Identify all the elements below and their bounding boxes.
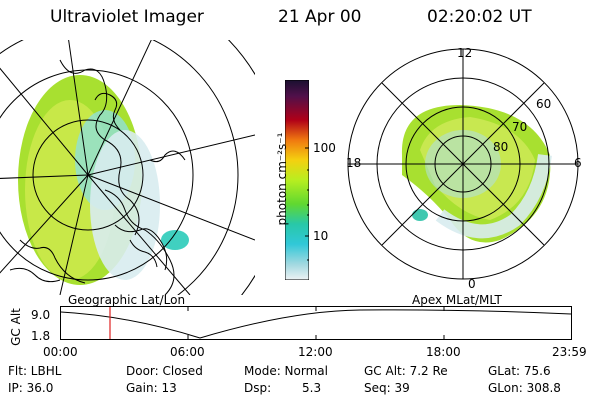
date-label: 21 Apr 00: [278, 7, 362, 27]
coastlines: [9, 59, 186, 295]
gc-alt-info: GC Alt: 7.2 Re: [364, 364, 448, 378]
instrument-title: Ultraviolet Imager: [50, 7, 204, 27]
polar-plot: [347, 48, 579, 280]
ip-info: IP: 36.0: [8, 381, 54, 395]
altitude-curve: [60, 309, 572, 339]
colorbar-tick-10: 10: [313, 229, 329, 243]
geographic-map: [0, 40, 255, 295]
altitude-ytick-low: 1.8: [31, 329, 51, 343]
glon-info: GLon: 308.8: [488, 381, 561, 395]
time-tick-2359: 23:59: [552, 345, 587, 359]
mlat-label-70: 70: [512, 120, 528, 134]
filter-info: Flt: LBHL: [8, 364, 62, 378]
time-tick-1200: 12:00: [298, 345, 333, 359]
altitude-timeline: [60, 306, 572, 340]
dsp-label: Dsp:: [244, 381, 272, 395]
colorbar: [285, 80, 309, 280]
dsp-value: 5.3: [302, 381, 322, 395]
time-tick-0000: 00:00: [43, 345, 78, 359]
right-polar-caption: Apex MLat/MLT: [412, 293, 502, 307]
mlt-label-18: 18: [346, 156, 362, 170]
time-tick-1800: 18:00: [426, 345, 461, 359]
colorbar-unit-label: photon cm⁻²s⁻¹: [275, 132, 289, 226]
colorbar-tick-100: 100: [313, 141, 336, 155]
mlat-label-80: 80: [493, 140, 509, 154]
time-label: 02:20:02 UT: [427, 7, 532, 27]
time-tick-0600: 06:00: [170, 345, 205, 359]
mlat-label-60: 60: [536, 97, 552, 111]
altitude-ytick-high: 9.0: [31, 308, 51, 322]
mlt-label-12: 12: [457, 46, 473, 60]
left-map-caption: Geographic Lat/Lon: [68, 293, 186, 307]
altitude-ylabel: GC Alt: [9, 308, 23, 346]
mlt-label-6: 6: [574, 156, 582, 170]
mlt-label-0: 0: [468, 277, 476, 291]
gain-info: Gain: 13: [126, 381, 177, 395]
mode-info: Mode: Normal: [244, 364, 328, 378]
seq-info: Seq: 39: [364, 381, 410, 395]
door-info: Door: Closed: [126, 364, 203, 378]
glat-info: GLat: 75.6: [488, 364, 551, 378]
